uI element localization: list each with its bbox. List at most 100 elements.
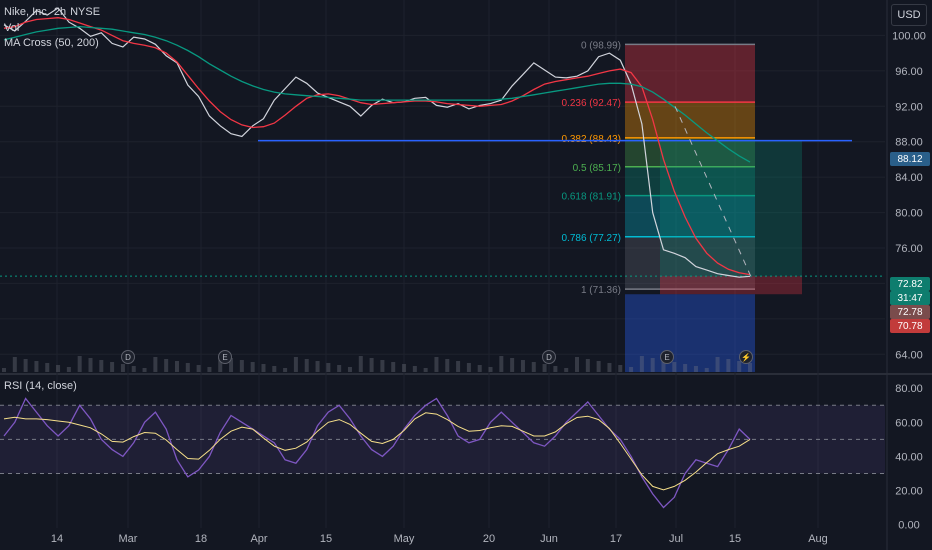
- legend-vol[interactable]: Vol: [4, 22, 20, 34]
- x-tick-label: 17: [610, 533, 622, 545]
- volume-bar: [131, 366, 136, 372]
- volume-bar: [56, 365, 61, 372]
- price-tick-label: 80.00: [895, 208, 923, 220]
- volume-bar: [391, 362, 396, 372]
- volume-bar: [250, 362, 255, 372]
- projection-zone: [625, 294, 755, 372]
- event-marker[interactable]: E: [660, 350, 674, 364]
- volume-bar: [239, 360, 244, 372]
- volume-bar: [488, 367, 493, 372]
- volume-bar: [423, 368, 428, 372]
- volume-bar: [120, 364, 125, 372]
- ma50-line: [3, 17, 751, 276]
- volume-bar: [315, 361, 320, 372]
- volume-bar: [402, 364, 407, 372]
- x-tick-label: Mar: [119, 533, 138, 545]
- position-stop-zone: [660, 276, 802, 295]
- volume-bar: [110, 362, 115, 372]
- volume-bar: [77, 356, 82, 372]
- fib-zone: [625, 166, 755, 196]
- volume-bar: [283, 368, 288, 372]
- price-tag: 70.78: [890, 319, 930, 333]
- volume-bar: [607, 363, 612, 372]
- event-marker[interactable]: E: [218, 350, 232, 364]
- interval-label: 2h: [53, 6, 67, 18]
- rsi-tick-label: 60.00: [895, 417, 923, 429]
- x-tick-label: 18: [195, 533, 207, 545]
- event-marker[interactable]: D: [121, 350, 135, 364]
- volume-bar: [445, 359, 450, 372]
- x-tick-label: May: [394, 533, 415, 545]
- volume-bar: [326, 363, 331, 372]
- volume-bars: [2, 356, 752, 372]
- volume-bar: [34, 361, 39, 372]
- rsi-tick-label: 0.00: [898, 520, 919, 532]
- fib-zone: [625, 102, 755, 138]
- volume-bar: [726, 359, 731, 372]
- rsi-line: [3, 397, 751, 509]
- volume-bar: [715, 357, 720, 372]
- volume-bar: [153, 357, 158, 372]
- rsi-tick-label: 40.00: [895, 451, 923, 463]
- symbol-name[interactable]: Nike, Inc.: [4, 6, 50, 18]
- volume-bar: [293, 357, 298, 372]
- volume-bar: [12, 357, 17, 372]
- volume-bar: [748, 363, 752, 372]
- volume-bar: [456, 361, 461, 372]
- volume-bar: [304, 359, 309, 372]
- rsi-tick-label: 80.00: [895, 383, 923, 395]
- price-tag: 72.78: [890, 305, 930, 319]
- fib-level-label: 0.382 (88.43): [562, 134, 622, 145]
- price-tick-label: 88.00: [895, 137, 923, 149]
- volume-bar: [510, 358, 515, 372]
- volume-bar: [99, 360, 104, 372]
- event-marker[interactable]: D: [542, 350, 556, 364]
- volume-bar: [704, 368, 709, 372]
- volume-bar: [553, 366, 558, 372]
- volume-bar: [272, 366, 277, 372]
- volume-bar: [380, 360, 385, 372]
- rsi-tick-label: 20.00: [895, 486, 923, 498]
- ma200-line: [3, 25, 751, 163]
- volume-bar: [174, 361, 179, 372]
- exchange-label: NYSE: [70, 6, 101, 18]
- volume-bar: [564, 368, 569, 372]
- event-marker[interactable]: ⚡: [739, 350, 753, 364]
- fib-level-label: 0.5 (85.17): [573, 163, 621, 174]
- x-tick-label: 14: [51, 533, 63, 545]
- volume-bar: [207, 367, 212, 372]
- x-tick-label: 20: [483, 533, 495, 545]
- legend-rsi[interactable]: RSI (14, close): [4, 380, 77, 392]
- volume-bar: [737, 361, 742, 372]
- volume-bar: [661, 360, 666, 372]
- volume-bar: [683, 364, 688, 372]
- volume-bar: [412, 366, 417, 372]
- volume-bar: [2, 368, 6, 372]
- volume-bar: [88, 358, 93, 372]
- x-tick-label: 15: [729, 533, 741, 545]
- volume-bar: [185, 363, 190, 372]
- price-tick-label: 76.00: [895, 243, 923, 255]
- x-tick-label: Aug: [808, 533, 828, 545]
- volume-bar: [261, 364, 266, 372]
- price-tick-label: 84.00: [895, 172, 923, 184]
- volume-bar: [142, 368, 147, 372]
- fib-level-label: 0.236 (92.47): [562, 98, 622, 109]
- volume-bar: [164, 359, 169, 372]
- volume-bar: [596, 361, 601, 372]
- currency-button[interactable]: USD: [891, 4, 927, 26]
- volume-bar: [337, 365, 342, 372]
- volume-bar: [45, 363, 50, 372]
- volume-bar: [466, 363, 471, 372]
- volume-bar: [672, 362, 677, 372]
- volume-bar: [218, 356, 223, 372]
- legend-ma-cross[interactable]: MA Cross (50, 200): [4, 37, 99, 49]
- price-tick-label: 100.00: [892, 30, 926, 42]
- volume-bar: [531, 362, 536, 372]
- fib-zone: [625, 236, 755, 290]
- volume-bar: [693, 366, 698, 372]
- volume-bar: [358, 356, 363, 372]
